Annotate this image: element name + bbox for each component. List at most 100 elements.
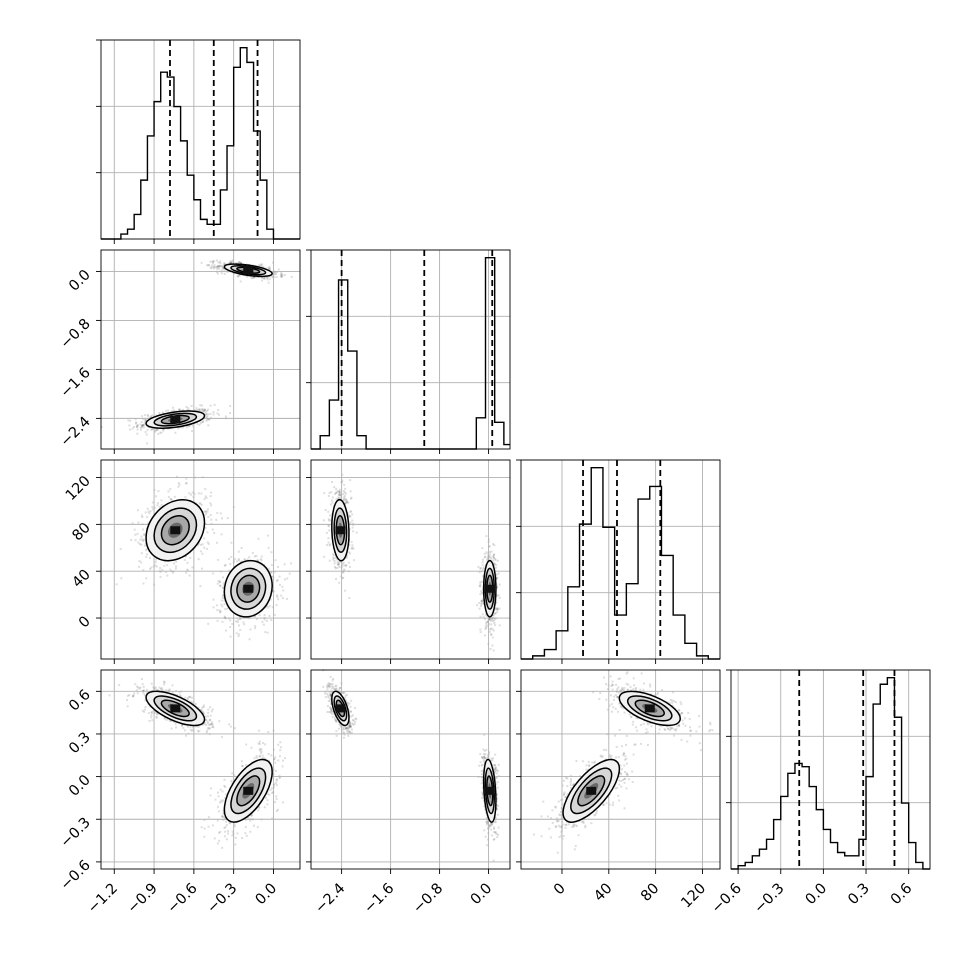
scatter-point [489, 647, 492, 650]
scatter-point [170, 410, 173, 413]
scatter-point [481, 598, 484, 601]
scatter-point [152, 565, 155, 568]
scatter-point [178, 409, 181, 412]
scatter-point [335, 487, 338, 490]
scatter-point [138, 565, 141, 568]
scatter-point [212, 265, 215, 268]
scatter-point [257, 805, 260, 808]
scatter-point [217, 558, 220, 561]
scatter-point [156, 713, 159, 716]
scatter-point [335, 491, 338, 494]
scatter-point [341, 473, 344, 476]
scatter-point [218, 801, 221, 804]
scatter-point [210, 518, 213, 521]
scatter-point [231, 781, 234, 784]
scatter-point [266, 792, 269, 795]
scatter-point [210, 416, 213, 419]
scatter-point [348, 597, 351, 600]
scatter-point [184, 496, 187, 499]
scatter-point [338, 493, 341, 496]
scatter-point [343, 497, 346, 500]
scatter-point [265, 604, 268, 607]
scatter-point [489, 553, 492, 556]
scatter-point [120, 577, 123, 580]
scatter-point [325, 531, 328, 534]
scatter-point [277, 759, 280, 762]
scatter-point [155, 495, 158, 498]
scatter-point [206, 264, 209, 267]
scatter-point [215, 259, 218, 262]
scatter-point [152, 428, 155, 431]
scatter-point [345, 564, 348, 567]
scatter-point [485, 535, 488, 538]
scatter-point [483, 556, 486, 559]
scatter-point [275, 580, 278, 583]
scatter-point [328, 691, 331, 694]
scatter-point [140, 561, 143, 564]
scatter-point [152, 710, 155, 713]
scatter-point [334, 567, 337, 570]
scatter-point [177, 485, 180, 488]
scatter-point [478, 607, 481, 610]
scatter-point [230, 541, 233, 544]
scatter-point [150, 711, 153, 714]
scatter-point [140, 535, 143, 538]
scatter-point [207, 424, 210, 427]
scatter-point [238, 261, 241, 264]
scatter-point [263, 276, 266, 279]
scatter-point [142, 582, 145, 585]
scatter-point [261, 620, 264, 623]
scatter-point [281, 759, 284, 762]
scatter-point [220, 800, 223, 803]
scatter-point [177, 427, 180, 430]
scatter-point [163, 564, 166, 567]
scatter-point [345, 498, 348, 501]
scatter-point [260, 265, 263, 268]
scatter-point [196, 408, 199, 411]
scatter-point [141, 424, 144, 427]
scatter-point [206, 418, 209, 421]
scatter-point [188, 425, 191, 428]
scatter-point [221, 790, 224, 793]
scatter-point [240, 547, 243, 550]
scatter-point [269, 598, 272, 601]
scatter-point [142, 692, 145, 695]
scatter-point [185, 477, 188, 480]
scatter-point [188, 695, 191, 698]
scatter-point [204, 522, 207, 525]
scatter-point [352, 547, 355, 550]
scatter-point [329, 514, 332, 517]
scatter-point [245, 834, 248, 837]
scatter-point [204, 718, 207, 721]
scatter-point [349, 723, 352, 726]
scatter-point [213, 264, 216, 267]
scatter-point [154, 506, 157, 509]
scatter-point [221, 594, 224, 597]
scatter-point [142, 426, 145, 429]
scatter-point [260, 748, 263, 751]
scatter-point [480, 603, 483, 606]
scatter-point [209, 260, 212, 263]
scatter-point [343, 496, 346, 499]
scatter-point [127, 419, 130, 422]
scatter-point [207, 727, 210, 730]
scatter-point [478, 584, 481, 587]
scatter-point [189, 700, 192, 703]
scatter-point [215, 266, 218, 269]
scatter-point [211, 722, 214, 725]
scatter-point [216, 272, 219, 275]
scatter-point [257, 537, 260, 540]
scatter-point [145, 577, 148, 580]
scatter-point [273, 758, 276, 761]
scatter-point [231, 259, 234, 262]
scatter-point [244, 559, 247, 562]
scatter-point [155, 428, 158, 431]
scatter-point [479, 615, 482, 618]
scatter-point [274, 801, 277, 804]
scatter-point [190, 729, 193, 732]
scatter-point [216, 412, 219, 415]
scatter-point [223, 784, 226, 787]
scatter-point [188, 574, 191, 577]
scatter-point [213, 267, 216, 270]
